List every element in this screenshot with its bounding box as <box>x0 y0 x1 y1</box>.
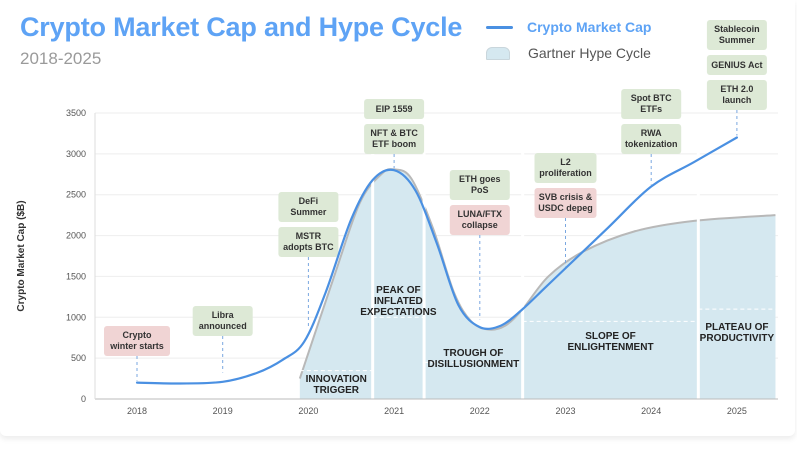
phase-label: ENLIGHTENMENT <box>567 342 653 353</box>
annotation-text: ETH goes <box>459 174 501 184</box>
annotation-text: LUNA/FTX <box>458 209 503 219</box>
annotation-text: PoS <box>471 185 489 195</box>
annotation-text: DeFi <box>299 196 319 206</box>
annotation-text: Spot BTC <box>631 93 672 103</box>
y-tick-label: 3000 <box>66 149 86 159</box>
annotation-text: L2 <box>560 157 571 167</box>
phase-label: EXPECTATIONS <box>360 307 437 318</box>
y-tick-label: 0 <box>81 394 86 404</box>
legend-item-hype-cycle[interactable]: Gartner Hype Cycle <box>486 45 651 61</box>
annotation-text: winter starts <box>109 341 164 351</box>
annotation-text: ETH 2.0 <box>720 84 753 94</box>
x-tick-label: 2022 <box>470 406 490 416</box>
annotation-box <box>192 306 253 336</box>
y-tick-label: 3500 <box>66 108 86 118</box>
legend-area-icon <box>486 46 510 60</box>
phase-label: INNOVATION <box>306 374 367 385</box>
annotation-box <box>278 192 339 222</box>
x-tick-label: 2019 <box>213 406 233 416</box>
annotation-text: launch <box>722 95 751 105</box>
annotation-text: EIP 1559 <box>376 104 413 114</box>
legend-item-market-cap[interactable]: Crypto Market Cap <box>486 19 651 35</box>
annotation-box <box>449 205 510 235</box>
annotation-box <box>706 20 767 50</box>
x-tick-label: 2020 <box>298 406 318 416</box>
y-axis-title: Crypto Market Cap ($B) <box>16 200 27 311</box>
x-tick-label: 2024 <box>641 406 661 416</box>
annotation-box <box>621 124 682 154</box>
annotation-text: Libra <box>212 310 235 320</box>
annotation-text: RWA <box>641 128 662 138</box>
annotation-box <box>621 89 682 119</box>
annotation-box <box>534 153 597 183</box>
page-title: Crypto Market Cap and Hype Cycle <box>20 12 463 42</box>
x-tick-label: 2023 <box>555 406 575 416</box>
annotation-text: ETFs <box>640 104 662 114</box>
annotation-box <box>706 55 767 75</box>
annotation-text: MSTR <box>296 231 322 241</box>
market-cap-line <box>135 136 738 385</box>
annotation-box <box>706 80 767 110</box>
page-subtitle: 2018-2025 <box>20 49 102 68</box>
annotation-text: tokenization <box>625 139 678 149</box>
y-tick-label: 1500 <box>66 271 86 281</box>
annotation-text: proliferation <box>539 168 592 178</box>
legend-label: Crypto Market Cap <box>527 19 652 35</box>
y-tick-label: 1000 <box>66 312 86 322</box>
annotation-box <box>278 227 339 257</box>
legend-line-icon <box>486 25 513 29</box>
annotation-text: USDC depeg <box>538 203 593 213</box>
phase-label: TRIGGER <box>313 385 359 396</box>
x-tick-label: 2018 <box>127 406 147 416</box>
annotation-text: Crypto <box>123 330 153 340</box>
x-tick-label: 2021 <box>384 406 404 416</box>
annotation-text: Stablecoin <box>714 24 760 34</box>
annotation-box <box>104 326 170 356</box>
annotation-text: ETF boom <box>372 139 416 149</box>
annotation-text: SVB crisis & <box>539 192 593 202</box>
annotation-box <box>449 170 510 200</box>
phase-label: TROUGH OF <box>443 348 503 359</box>
annotation-box <box>534 188 597 218</box>
annotation-text: adopts BTC <box>283 242 334 252</box>
annotation-text: announced <box>199 321 247 331</box>
annotation-text: collapse <box>462 220 498 230</box>
phase-label: PLATEAU OF <box>705 322 768 333</box>
y-tick-label: 2500 <box>66 190 86 200</box>
annotation-text: Summer <box>290 207 327 217</box>
y-tick-label: 2000 <box>66 231 86 241</box>
y-tick-label: 500 <box>71 353 86 363</box>
x-tick-label: 2025 <box>727 406 747 416</box>
annotation-box <box>364 124 425 154</box>
phase-label: SLOPE OF <box>585 331 636 342</box>
annotation-box <box>364 99 425 119</box>
annotation-text: NFT & BTC <box>370 128 418 138</box>
legend-label: Gartner Hype Cycle <box>528 45 651 61</box>
phase-label: DISILLUSIONMENT <box>428 359 520 370</box>
annotation-text: GENIUS Act <box>711 60 762 70</box>
phase-label: INFLATED <box>374 296 423 307</box>
annotation-text: Summer <box>719 35 756 45</box>
phase-label: PEAK OF <box>376 285 420 296</box>
phase-label: PRODUCTIVITY <box>700 333 775 344</box>
